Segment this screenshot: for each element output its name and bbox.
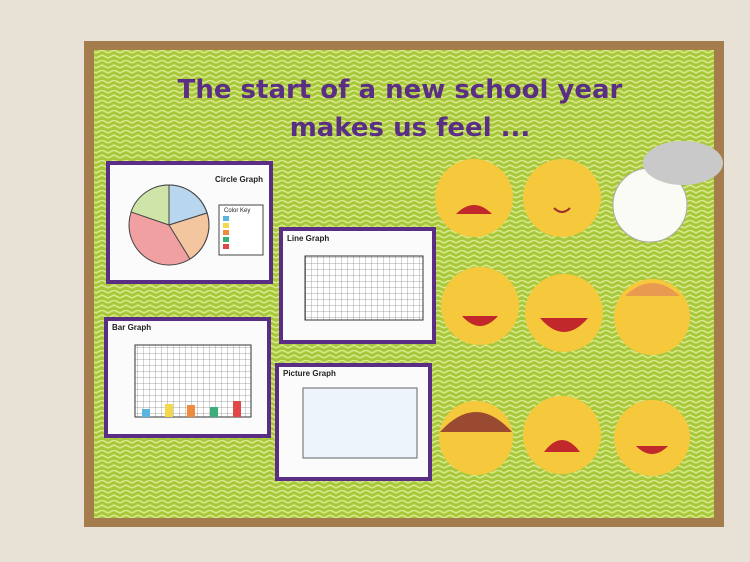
pie-slice bbox=[130, 184, 170, 226]
emoji-hair bbox=[440, 412, 512, 432]
title-line: The start of a new school year bbox=[178, 75, 623, 105]
key-swatch bbox=[223, 230, 229, 235]
key-swatch bbox=[223, 244, 229, 249]
emoji-mouth bbox=[636, 446, 668, 454]
emoji-faces bbox=[435, 141, 723, 476]
pie bbox=[128, 184, 210, 266]
graph-title: Bar Graph bbox=[112, 323, 151, 332]
title-line: makes us feel ... bbox=[290, 113, 531, 143]
emoji bbox=[435, 159, 513, 237]
key-swatch bbox=[223, 237, 229, 242]
graph-title: Picture Graph bbox=[283, 369, 336, 378]
emoji bbox=[441, 267, 519, 345]
bar-drawing bbox=[210, 407, 218, 417]
grid-area bbox=[304, 255, 424, 321]
emoji-mouth bbox=[540, 318, 588, 332]
bar-drawing bbox=[142, 409, 150, 417]
emoji bbox=[523, 396, 601, 474]
pie-slice bbox=[168, 184, 208, 226]
pie-slice bbox=[168, 212, 210, 260]
emoji bbox=[523, 159, 601, 237]
emoji-mouth bbox=[544, 440, 580, 452]
emoji-flap bbox=[643, 141, 723, 185]
emoji bbox=[614, 400, 690, 476]
bar-drawing bbox=[233, 401, 241, 417]
emoji-mouth bbox=[462, 316, 498, 326]
bar-drawing bbox=[165, 404, 173, 417]
grid-area bbox=[302, 387, 418, 459]
emoji-mouth bbox=[553, 207, 571, 213]
graph-title: Circle Graph bbox=[215, 175, 263, 184]
emoji-mouth bbox=[456, 205, 492, 214]
key-swatch bbox=[223, 216, 229, 221]
key-swatch bbox=[223, 223, 229, 228]
emoji-hair bbox=[625, 283, 680, 296]
bar-drawing bbox=[187, 405, 195, 417]
key-title: Color Key bbox=[224, 208, 250, 214]
emoji bbox=[525, 274, 603, 352]
emoji bbox=[614, 279, 690, 355]
graph-title: Line Graph bbox=[287, 234, 329, 243]
